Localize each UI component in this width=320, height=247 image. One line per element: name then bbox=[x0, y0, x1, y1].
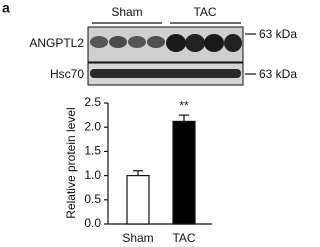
y-tick-label: 1.5 bbox=[84, 144, 101, 158]
x-tick-label: Sham bbox=[122, 231, 153, 245]
panel-label: a bbox=[2, 0, 10, 16]
marker-label: 63 kDa bbox=[259, 67, 297, 81]
blot-hsc70 bbox=[87, 62, 244, 86]
annotation: ** bbox=[179, 98, 189, 112]
group-label: Sham bbox=[111, 5, 142, 19]
marker-label: 63 kDa bbox=[259, 27, 297, 41]
row-label: Hsc70 bbox=[50, 67, 84, 81]
row-label: ANGPTL2 bbox=[29, 36, 84, 50]
y-tick-label: 0.5 bbox=[84, 192, 101, 206]
y-axis-label: Relative protein level bbox=[64, 107, 78, 218]
x-tick-label: TAC bbox=[172, 231, 195, 245]
y-tick-label: 2.0 bbox=[84, 119, 101, 133]
blot-angptl2 bbox=[87, 26, 244, 63]
group-label: TAC bbox=[193, 5, 216, 19]
bar bbox=[172, 120, 196, 225]
bar bbox=[126, 175, 150, 225]
y-tick-label: 0.0 bbox=[84, 216, 101, 230]
y-tick-label: 2.5 bbox=[84, 95, 101, 109]
figure: a Sham TAC ANGPTL2 Hsc70 63 kDa 63 kDa R… bbox=[2, 0, 297, 245]
y-tick-label: 1.0 bbox=[84, 168, 101, 182]
